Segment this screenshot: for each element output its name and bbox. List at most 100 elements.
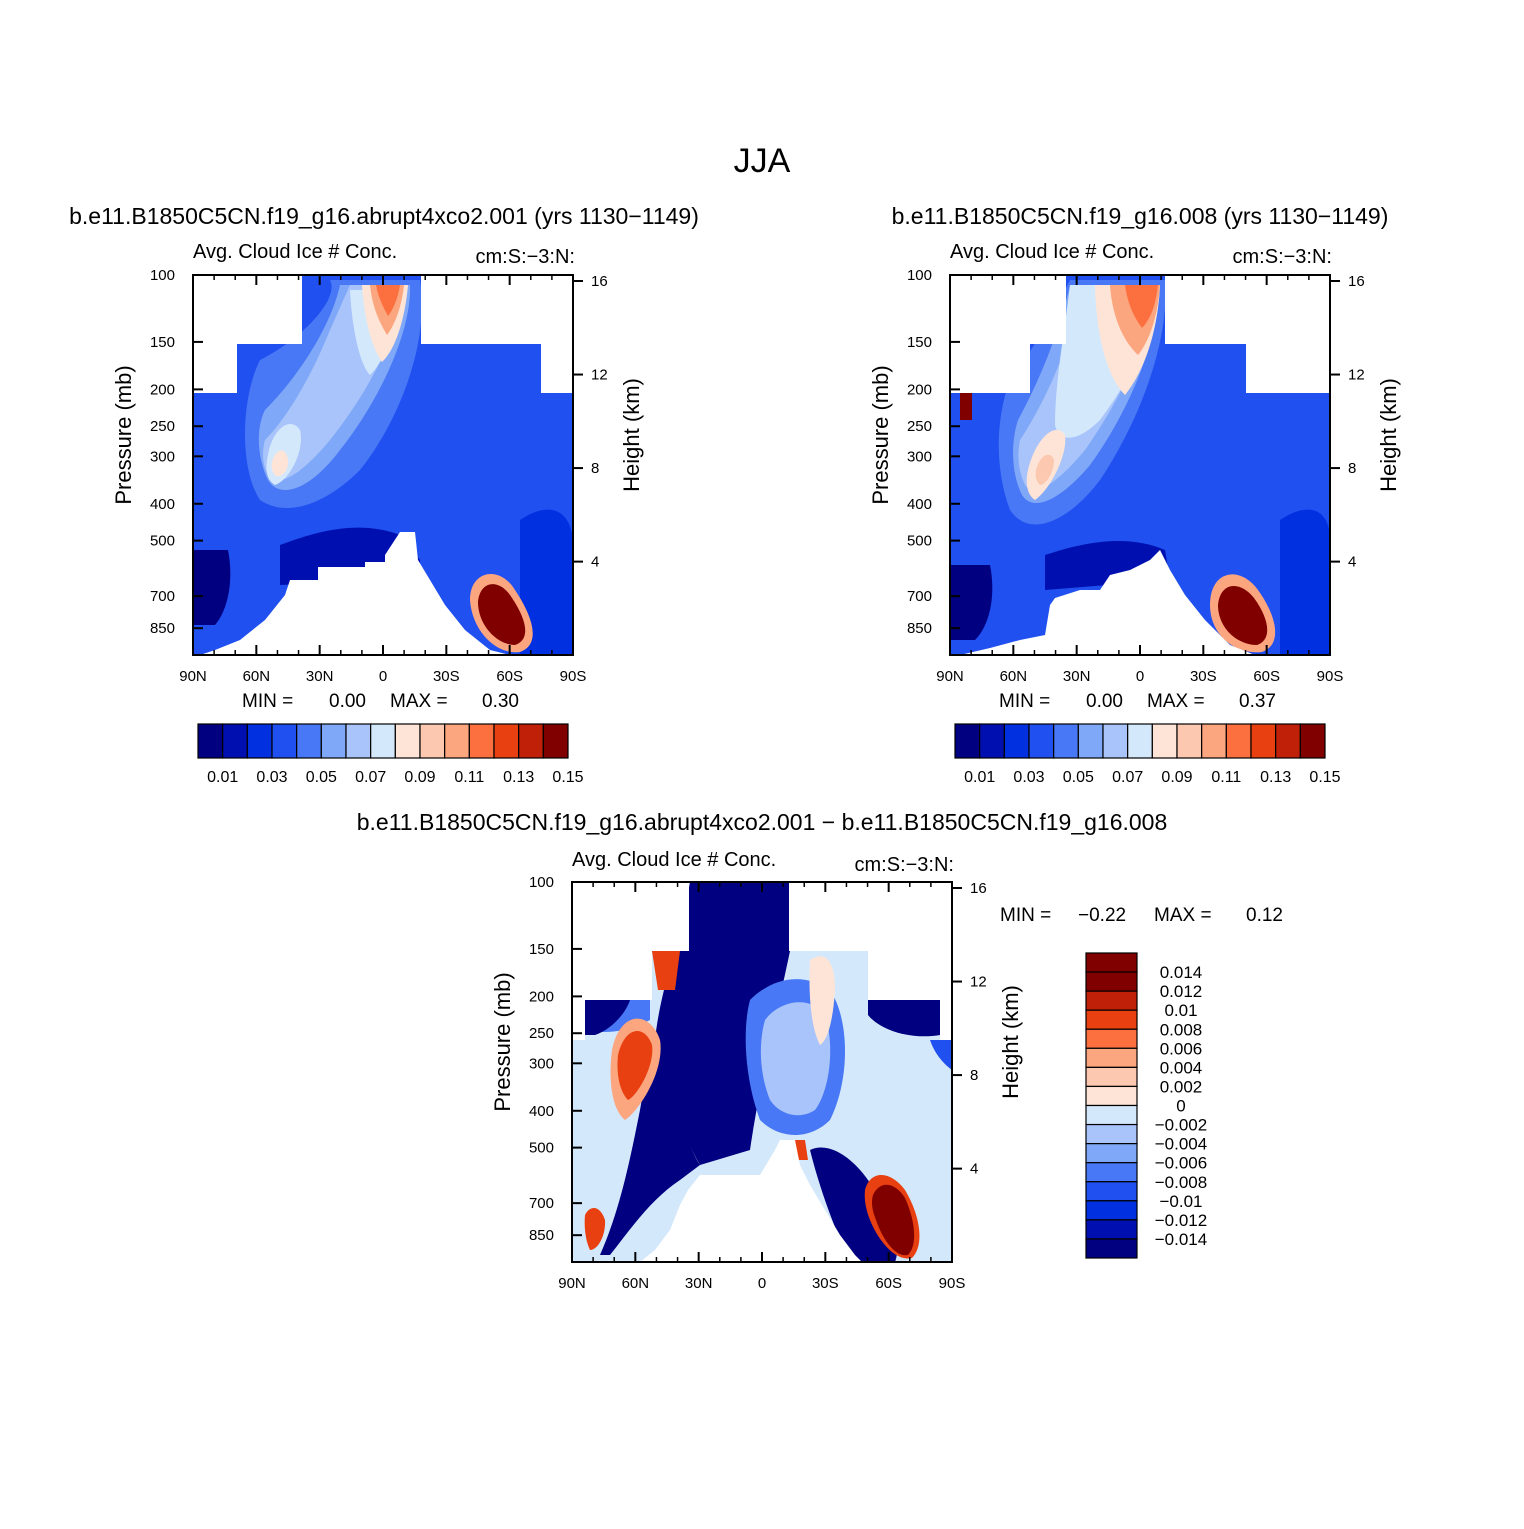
colorbar-label: 0.05 [306,769,337,786]
colorbar-label: 0.07 [355,769,386,786]
panel-3-warm-left-inner [617,1031,653,1100]
x-tick-label: 90S [560,668,587,685]
y2-tick-label: 8 [1348,460,1356,477]
x-tick-label: 60N [243,668,271,685]
panel-2-max-value: 0.37 [1239,691,1276,712]
colorbar-box [1085,1104,1138,1126]
colorbar-label: 0.002 [1160,1077,1203,1096]
colorbar-label: −0.004 [1155,1135,1207,1154]
panel-3-hotspot-inner [872,1184,915,1256]
panel-1-subtitle-left: Avg. Cloud Ice # Conc. [193,241,397,263]
panel-3-min-value: −0.22 [1078,905,1126,926]
colorbar-box [1250,723,1277,759]
y2-axis-label: Height (km) [998,985,1023,1099]
y2-tick-label: 8 [970,1067,978,1084]
y2-axis-label: Height (km) [1376,378,1401,492]
colorbar-label: 0.03 [256,769,287,786]
colorbar-box [1085,1066,1138,1088]
y-tick-label: 100 [150,267,175,284]
y2-tick-label: 4 [1348,554,1356,571]
figure-title: JJA [734,142,791,180]
y2-tick-label: 12 [1348,367,1365,384]
colorbar-label: 0.11 [1211,769,1241,786]
colorbar-box [1299,723,1326,759]
panel-2-hotspot-inner [1218,585,1268,645]
colorbar-label: 0.13 [1260,769,1291,786]
colorbar-label: −0.002 [1155,1116,1207,1135]
colorbar-box [1085,1162,1138,1183]
colorbar-label: 0.13 [503,769,534,786]
colorbar-box [1085,1181,1138,1202]
panel-3-warm-right [809,956,835,1045]
panel-3-subtitle-left: Avg. Cloud Ice # Conc. [572,849,776,871]
y-tick-label: 100 [907,267,932,284]
y-tick-label: 150 [150,334,175,351]
panel-2-title: b.e11.B1850C5CN.f19_g16.008 (yrs 1130−11… [892,203,1389,229]
panel-3-colorbar: 0.0140.0120.010.0080.0060.0040.0020−0.00… [1085,952,1207,1259]
colorbar-label: 0.01 [207,769,238,786]
y-tick-label: 150 [529,941,554,958]
colorbar-label: 0.03 [1013,769,1044,786]
colorbar-label: 0.15 [552,769,583,786]
colorbar-box [246,723,273,759]
panel-3-warm-small-right [795,1140,808,1160]
colorbar-box [979,723,1005,759]
y-tick-label: 300 [529,1055,554,1072]
y-tick-label: 850 [907,620,932,637]
colorbar-box [1127,723,1153,759]
panel-3-warm-bottom-left [584,1208,606,1250]
panel-3-axes: 90N 60N 30N 0 30S 60S 90S 100 150 200 250 300 400 500… [490,874,1023,1292]
colorbar-box [1085,1143,1138,1164]
colorbar-box [1085,1238,1138,1259]
panel-1-title: b.e11.B1850C5CN.f19_g16.abrupt4xco2.001 … [69,203,699,229]
panel-3-topography-top-left [572,882,689,1040]
panel-1-warm-3 [376,285,400,316]
panel-2-warm-lobe-left-inner [1035,454,1054,485]
y-tick-label: 500 [529,1140,554,1157]
panel-1-hotspot-inner [478,584,526,645]
colorbar-box [1028,723,1055,759]
x-tick-label: 0 [758,1275,766,1292]
colorbar-label: 0.01 [964,769,995,786]
panel-2-min-label: MIN = [999,691,1050,712]
colorbar-label: 0.01 [1164,1001,1197,1020]
x-tick-label: 30S [1190,668,1217,685]
colorbar-label: 0.09 [404,769,435,786]
y2-tick-label: 4 [591,554,599,571]
colorbar-label: 0 [1176,1097,1185,1116]
colorbar-box [1085,1009,1138,1030]
colorbar-box [271,723,298,759]
panel-1-axes: 90N 60N 30N 0 30S 60S 90S 100 150 200 250 300 400 500… [111,267,644,685]
panel-1-colorbar: 0.01 0.03 0.05 0.07 0.09 0.11 0.13 0.15 [197,723,584,786]
colorbar-box [345,723,372,759]
y2-tick-label: 16 [591,273,608,290]
x-tick-label: 30S [433,668,460,685]
panel-1-max-value: 0.30 [482,691,519,712]
y-tick-label: 850 [150,620,175,637]
panel-2-topography-mask [960,550,1255,655]
colorbar-box [1085,1047,1138,1068]
colorbar-box [1085,1028,1138,1049]
y-tick-label: 400 [150,496,175,513]
colorbar-box [1275,723,1301,759]
panel-1-max-label: MAX = [390,691,448,712]
panel-3: b.e11.B1850C5CN.f19_g16.abrupt4xco2.001 … [357,809,1283,1292]
y-tick-label: 250 [529,1025,554,1042]
panel-1-min-value: 0.00 [329,691,366,712]
colorbar-box [444,723,470,759]
x-tick-label: 60N [1000,668,1028,685]
x-tick-label: 90S [939,1275,966,1292]
y-tick-label: 250 [907,418,932,435]
y-tick-label: 700 [907,588,932,605]
colorbar-box [1225,723,1252,759]
y-tick-label: 500 [150,533,175,550]
colorbar-box [468,723,495,759]
colorbar-box [320,723,347,759]
panel-1-topography-top [193,275,302,393]
y-tick-label: 150 [907,334,932,351]
x-tick-label: 60S [875,1275,902,1292]
x-tick-label: 30S [812,1275,839,1292]
colorbar-box [1053,723,1079,759]
panel-1-min-label: MIN = [242,691,293,712]
panel-2-warm-3 [1125,285,1158,328]
